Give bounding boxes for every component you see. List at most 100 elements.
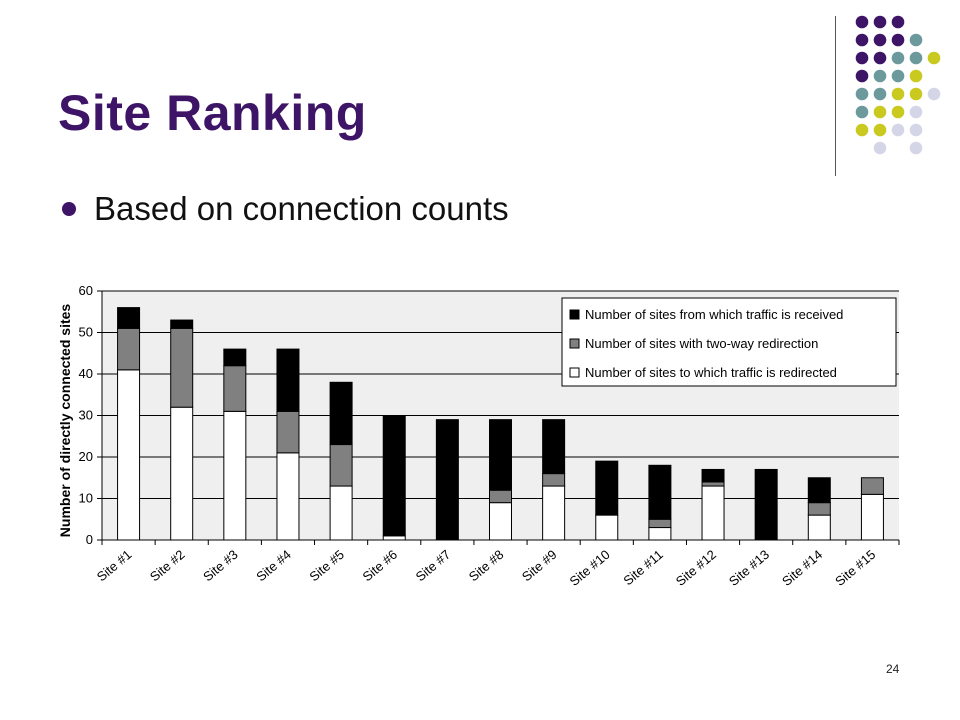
bar-segment — [542, 419, 566, 475]
x-tick-label: Site #12 — [673, 547, 719, 589]
bar-segment — [276, 410, 300, 454]
y-axis-label: Number of directly connected sites — [57, 304, 73, 538]
decorative-dot — [873, 69, 887, 83]
x-tick-label: Site #13 — [726, 547, 772, 589]
legend-label: Number of sites to which traffic is redi… — [585, 365, 837, 380]
bar-segment — [701, 485, 725, 541]
y-tick-label: 0 — [86, 532, 93, 547]
bar-segment — [807, 514, 831, 541]
decorative-dot — [855, 51, 869, 65]
bar-segment — [276, 348, 300, 412]
legend-label: Number of sites from which traffic is re… — [585, 307, 843, 322]
decorative-dot — [855, 123, 869, 137]
decorative-dot-grid — [855, 15, 941, 155]
bar-segment — [223, 410, 247, 541]
decorative-dot — [909, 87, 923, 101]
decorative-dot — [891, 15, 905, 29]
decorative-dot — [891, 69, 905, 83]
legend-swatch — [569, 338, 580, 349]
y-tick-label: 50 — [79, 325, 93, 340]
bar-segment — [117, 327, 141, 371]
bar-segment — [595, 460, 619, 516]
bar-segment — [170, 406, 194, 541]
bar-segment — [754, 468, 778, 541]
bar-segment — [489, 502, 512, 541]
stacked-bar-chart: 0 10 20 30 40 50 60 Site #1 Site #2 Site #3 Site #… — [57, 283, 900, 589]
decorative-dot — [909, 123, 923, 137]
decorative-dot — [891, 105, 905, 119]
x-tick-label: Site #2 — [147, 547, 188, 585]
bullet-dot-icon — [62, 202, 76, 216]
decorative-dot — [873, 33, 887, 47]
decorative-dot — [909, 33, 923, 47]
decorative-dot — [855, 87, 869, 101]
decorative-dot — [891, 33, 905, 47]
bar-segment — [329, 444, 353, 487]
x-tick-label: Site #9 — [519, 547, 560, 585]
x-tick-label: Site #4 — [253, 547, 294, 585]
bar-segment — [329, 485, 353, 541]
bar-segment — [223, 365, 247, 412]
bar-segment — [648, 518, 672, 529]
bar-segment — [276, 452, 300, 541]
bar-segment — [117, 307, 141, 329]
decorative-dot — [927, 51, 941, 65]
legend-swatch — [569, 309, 580, 320]
decorative-dot — [909, 141, 923, 155]
decorative-dot — [873, 123, 887, 137]
decorative-dot — [855, 105, 869, 119]
bar-segment — [648, 527, 672, 541]
x-tick-label: Site #5 — [306, 547, 347, 585]
bar-segment — [382, 415, 406, 537]
decorative-divider — [835, 16, 836, 176]
x-tick-label: Site #14 — [779, 547, 825, 589]
x-tick-label: Site #10 — [567, 547, 613, 589]
page-number: 24 — [886, 662, 900, 676]
bar-segment — [595, 514, 619, 541]
bar-segment — [542, 485, 566, 541]
decorative-dot — [927, 87, 941, 101]
bar-segment — [117, 369, 141, 541]
bar-segment — [435, 419, 459, 541]
x-tick-label: Site #3 — [200, 547, 241, 585]
decorative-dot — [891, 87, 905, 101]
bar-segment — [860, 493, 884, 541]
bar-segment — [382, 535, 406, 541]
bar-segment — [329, 381, 353, 446]
bar-segment — [701, 481, 725, 487]
decorative-dot — [855, 33, 869, 47]
decorative-dot — [855, 69, 869, 83]
x-tick-label: Site #11 — [620, 547, 665, 589]
legend-swatch — [569, 367, 580, 378]
x-tick-label: Site #1 — [94, 547, 135, 585]
decorative-dot — [873, 105, 887, 119]
bar-segment — [860, 477, 884, 495]
decorative-dot — [873, 141, 887, 155]
y-tick-label: 10 — [79, 491, 93, 506]
bullet-text: Based on connection counts — [94, 190, 509, 227]
y-tick-label: 40 — [79, 366, 93, 381]
decorative-dot — [891, 123, 905, 137]
decorative-dot — [873, 51, 887, 65]
x-tick-label: Site #8 — [466, 547, 507, 585]
bar-segment — [648, 464, 672, 520]
bar-segment — [807, 477, 831, 504]
y-tick-label: 30 — [79, 408, 93, 423]
y-tick-label: 60 — [79, 283, 93, 298]
bar-segment — [170, 327, 194, 408]
decorative-dot — [873, 15, 887, 29]
decorative-dot — [909, 69, 923, 83]
decorative-dot — [873, 87, 887, 101]
decorative-dot — [855, 15, 869, 29]
bar-segment — [807, 502, 831, 516]
bar-segment — [170, 319, 194, 329]
x-tick-label: Site #7 — [413, 547, 454, 585]
x-tick-label: Site #6 — [360, 547, 401, 585]
x-tick-label: Site #15 — [832, 547, 878, 589]
bar-segment — [489, 419, 512, 491]
decorative-dot — [909, 105, 923, 119]
legend-label: Number of sites with two-way redirection — [585, 336, 818, 351]
decorative-dot — [891, 51, 905, 65]
slide-title: Site Ranking — [58, 85, 367, 141]
bar-segment — [542, 473, 566, 487]
